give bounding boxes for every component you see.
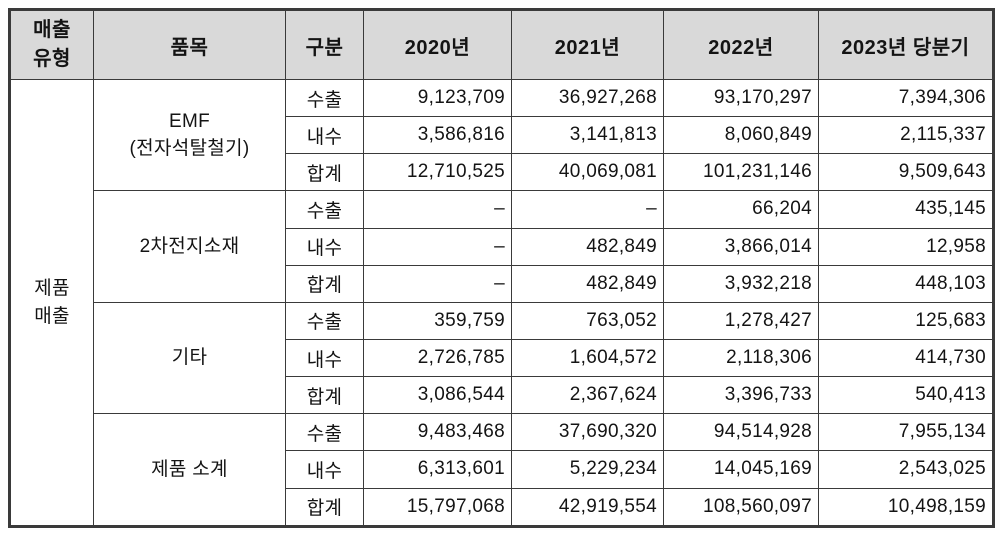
header-row: 매출 유형 품목 구분 2020년 2021년 2022년 2023년 당분기 xyxy=(9,9,994,80)
value-cell: 9,509,643 xyxy=(818,153,994,192)
col-header-sales-type: 매출 유형 xyxy=(9,9,94,80)
value-cell: 7,955,134 xyxy=(818,413,994,452)
item-cell-3: 제품 소계 xyxy=(93,413,286,527)
value-cell: 448,103 xyxy=(818,264,994,303)
value-cell: 482,849 xyxy=(511,264,664,303)
value-cell: 66,204 xyxy=(663,190,819,229)
value-cell: 93,170,297 xyxy=(663,78,819,118)
division-cell: 내수 xyxy=(285,227,364,266)
value-cell: 10,498,159 xyxy=(818,487,994,528)
value-cell: 8,060,849 xyxy=(663,116,819,155)
value-cell: 6,313,601 xyxy=(363,450,512,489)
col-header-2022: 2022년 xyxy=(663,9,819,80)
value-cell: 414,730 xyxy=(818,338,994,378)
table-row: 내수 6,313,601 5,229,234 14,045,169 2,543,025 xyxy=(10,450,994,489)
value-cell: 3,586,816 xyxy=(363,116,512,155)
table-row: 기타 수출 359,759 763,052 1,278,427 125,683 xyxy=(10,301,994,415)
value-cell: 12,710,525 xyxy=(363,153,512,192)
value-cell: – xyxy=(363,264,512,303)
col-header-2020: 2020년 xyxy=(363,9,512,80)
division-cell: 내수 xyxy=(285,116,364,155)
sales-table-container: 매출 유형 품목 구분 2020년 2021년 2022년 2023년 당분기 … xyxy=(8,8,995,528)
value-cell: – xyxy=(511,190,664,229)
table-row: 합계 12,710,525 40,069,081 101,231,146 9,509,6… xyxy=(10,153,994,192)
division-cell: 합계 xyxy=(285,376,364,415)
value-cell: 7,394,306 xyxy=(818,78,994,118)
division-cell: 내수 xyxy=(285,450,364,489)
table-header: 매출 유형 품목 구분 2020년 2021년 2022년 2023년 당분기 xyxy=(9,9,994,80)
value-cell: 9,483,468 xyxy=(363,413,512,452)
value-cell: 5,229,234 xyxy=(511,450,664,489)
division-cell: 합계 xyxy=(285,153,364,192)
value-cell: 36,927,268 xyxy=(511,78,664,118)
col-header-2023q: 2023년 당분기 xyxy=(818,9,994,80)
table-row: 2차전지소재 수출 – –66,204 435,145 xyxy=(10,190,994,303)
value-cell: 101,231,146 xyxy=(663,153,819,192)
table-row: 내수 2,726,785 1,604,572 2,118,306 414,730 xyxy=(10,338,994,378)
value-cell: 1,278,427 xyxy=(663,301,819,340)
value-cell: 3,866,014 xyxy=(663,227,819,266)
item-cell-2: 기타 xyxy=(93,301,286,415)
sales-type-cell: 제품 매출 xyxy=(9,79,94,527)
value-cell: 3,141,813 xyxy=(511,116,664,155)
division-cell: 내수 xyxy=(285,338,364,378)
division-cell: 합계 xyxy=(285,264,364,303)
value-cell: 3,932,218 xyxy=(663,264,819,303)
value-cell: 540,413 xyxy=(818,376,994,415)
col-header-division: 구분 xyxy=(285,9,364,80)
value-cell: 435,145 xyxy=(818,190,994,229)
value-cell: 40,069,081 xyxy=(511,153,664,192)
col-header-item: 품목 xyxy=(93,9,286,80)
value-cell: 763,052 xyxy=(511,301,664,340)
division-cell: 합계 xyxy=(285,487,364,528)
item-cell-0: EMF (전자석탈철기) xyxy=(93,78,286,192)
value-cell: 3,396,733 xyxy=(663,376,819,415)
table-row: 내수 3,586,816 3,141,813 8,060,849 2,115,337 xyxy=(10,116,994,155)
value-cell: 3,086,544 xyxy=(363,376,512,415)
value-cell: 1,604,572 xyxy=(511,338,664,378)
value-cell: – xyxy=(363,227,512,266)
item-cell-1: 2차전지소재 xyxy=(93,190,286,303)
value-cell: 108,560,097 xyxy=(663,487,819,528)
table-row: 합계 –482,849 3,932,218 448,103 xyxy=(10,264,994,303)
sales-by-product-table: 매출 유형 품목 구분 2020년 2021년 2022년 2023년 당분기 … xyxy=(8,8,995,528)
value-cell: 9,123,709 xyxy=(363,78,512,118)
value-cell: 42,919,554 xyxy=(511,487,664,528)
col-header-2021: 2021년 xyxy=(511,9,664,80)
value-cell: – xyxy=(363,190,512,229)
value-cell: 2,726,785 xyxy=(363,338,512,378)
table-row: 제품 매출 EMF (전자석탈철기) 수출 9,123,709 36,927,268 93… xyxy=(9,78,994,527)
division-cell: 수출 xyxy=(285,78,364,118)
value-cell: 2,543,025 xyxy=(818,450,994,489)
value-cell: 2,115,337 xyxy=(818,116,994,155)
table-body: 제품 매출 EMF (전자석탈철기) 수출 9,123,709 36,927,268 93… xyxy=(9,78,994,528)
value-cell: 2,367,624 xyxy=(511,376,664,415)
division-cell: 수출 xyxy=(285,190,364,229)
value-cell: 125,683 xyxy=(818,301,994,340)
division-cell: 수출 xyxy=(285,301,364,340)
table-row: 합계 3,086,544 2,367,624 3,396,733 540,413 xyxy=(10,376,994,415)
value-cell: 37,690,320 xyxy=(511,413,664,452)
value-cell: 482,849 xyxy=(511,227,664,266)
value-cell: 94,514,928 xyxy=(663,413,819,452)
division-cell: 수출 xyxy=(285,413,364,452)
value-cell: 2,118,306 xyxy=(663,338,819,378)
table-row: 합계 15,797,068 42,919,554 108,560,097 10,498,… xyxy=(10,487,994,528)
table-row: 제품 소계 수출 9,483,468 37,690,320 94,514,928 7,95… xyxy=(10,413,994,527)
value-cell: 15,797,068 xyxy=(363,487,512,528)
value-cell: 359,759 xyxy=(363,301,512,340)
value-cell: 14,045,169 xyxy=(663,450,819,489)
value-cell: 12,958 xyxy=(818,227,994,266)
